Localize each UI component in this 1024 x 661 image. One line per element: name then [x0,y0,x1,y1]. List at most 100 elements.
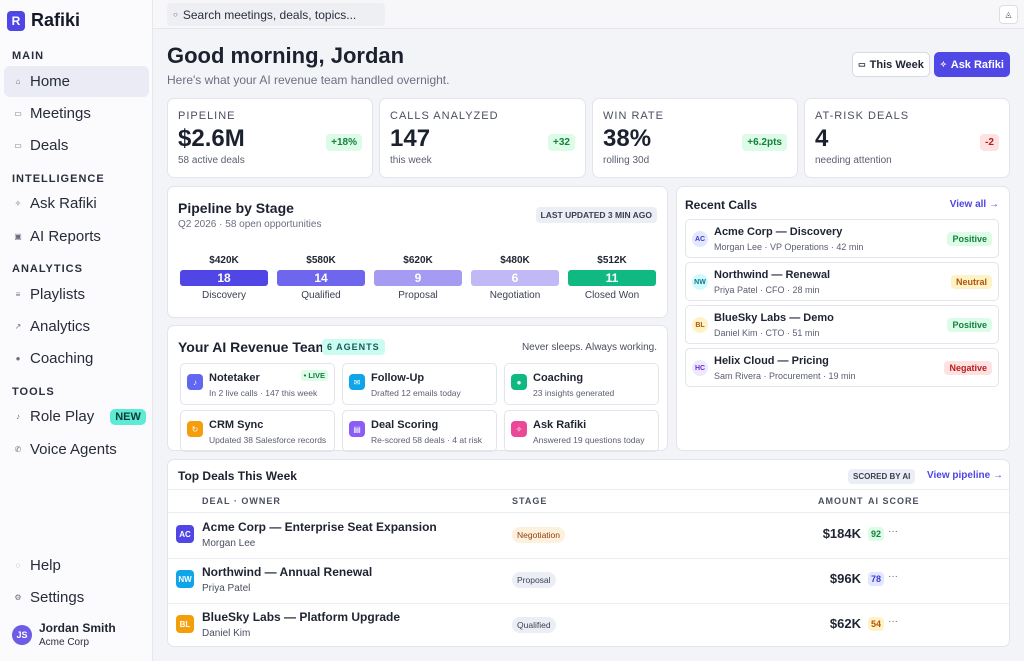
view-pipeline-link[interactable]: View pipeline → [927,470,1003,481]
trend-icon: ↗ [14,322,22,331]
call-meta: Sam Rivera · Procurement · 19 min [714,371,856,381]
kpi-label: CALLS ANALYZED [390,110,499,122]
sidebar-item-label: AI Reports [30,228,101,245]
agent-card[interactable]: ● Coaching 23 insights generated [504,363,659,405]
agent-card[interactable]: ✧ Ask Rafiki Answered 19 questions today [504,410,659,452]
agent-name: Ask Rafiki [533,419,587,431]
sidebar-item-label: Settings [30,589,85,606]
more-icon[interactable]: ··· [888,616,898,627]
deal-name: Acme Corp — Enterprise Seat Expansion [202,520,437,534]
ask-rafiki-label: Ask Rafiki [950,58,1004,71]
stage-bar: 14 [277,270,365,286]
stage-bar: 9 [374,270,462,286]
sidebar-item-home[interactable]: ⌂ Home [4,66,149,97]
agent-description: Answered 19 questions today [533,435,645,445]
search-placeholder: Search meetings, deals, topics... [182,7,357,22]
company-avatar: NW [176,570,194,588]
call-meta: Priya Patel · CFO · 28 min [714,285,820,295]
call-item[interactable]: AC Acme Corp — Discovery Morgan Lee · VP O… [685,219,999,258]
sentiment-badge: Negative [944,361,992,375]
sidebar-item-role-play[interactable]: ♪ Role Play NEW [4,401,149,432]
stage-amount: $580K [306,255,336,266]
more-icon[interactable]: ··· [888,526,898,537]
call-item[interactable]: NW Northwind — Renewal Priya Patel · CFO ·… [685,262,999,301]
column-header-amount: AMOUNT [818,496,864,506]
sidebar-item-ai-reports[interactable]: ▣ AI Reports [4,221,149,252]
column-header-stage: STAGE [512,496,548,506]
sidebar-item-help[interactable]: ◌ Help [4,550,149,581]
sidebar-item-voice-agents[interactable]: ✆ Voice Agents [4,434,149,465]
agent-card[interactable]: ♪ Notetaker In 2 live calls · 147 this wee… [180,363,335,405]
pipeline-card: Pipeline by Stage Q2 2026 · 58 open oppo… [167,186,668,318]
kpi-label: WIN RATE [603,110,664,122]
stage-bar: 11 [568,270,656,286]
view-all-link[interactable]: View all → [949,199,999,210]
call-meta: Daniel Kim · CTO · 51 min [714,328,820,338]
pipeline-stage[interactable]: $420K 18 Discovery [180,255,268,301]
agent-name: Coaching [533,372,584,384]
section-main: MAIN [12,50,45,62]
bell-icon[interactable]: ◬ [999,5,1018,24]
call-item[interactable]: BL BlueSky Labs — Demo Daniel Kim · CTO · … [685,305,999,344]
agents-title: Your AI Revenue Team [178,339,328,355]
sidebar-item-settings[interactable]: ⚙ Settings [4,582,149,613]
kpi-caption: needing attention [815,155,892,166]
this-week-button[interactable]: ▭ This Week [852,52,930,77]
agents-tagline: Never sleeps. Always working. [521,342,657,353]
sidebar-item-meetings[interactable]: ▭ Meetings [4,98,149,129]
chart-icon: ▤ [349,421,365,437]
agent-name: Follow-Up [371,372,425,384]
user-profile[interactable]: JS Jordan Smith Acme Corp [12,621,116,648]
kpi-card-pipeline[interactable]: PIPELINE $2.6M 58 active deals +18% [167,98,373,178]
sentiment-badge: Positive [947,232,992,246]
agent-card[interactable]: ↻ CRM Sync Updated 38 Salesforce records [180,410,335,452]
call-meta: Morgan Lee · VP Operations · 42 min [714,242,864,252]
pipeline-stage[interactable]: $580K 14 Qualified [277,255,365,301]
agent-card[interactable]: ✉ Follow-Up Drafted 12 emails today [342,363,497,405]
call-item[interactable]: HC Helix Cloud — Pricing Sam Rivera · Proc… [685,348,999,387]
search-input[interactable]: ○ Search meetings, deals, topics... [167,3,385,26]
company-avatar: AC [176,525,194,543]
pipeline-stage[interactable]: $620K 9 Proposal [374,255,462,301]
ask-rafiki-button[interactable]: ✧ Ask Rafiki [934,52,1010,77]
more-icon[interactable]: ··· [888,571,898,582]
company-avatar: BL [176,615,194,633]
kpi-card-win-rate[interactable]: WIN RATE 38% rolling 30d +6.2pts [592,98,798,178]
sidebar-item-ask-rafiki[interactable]: ✧ Ask Rafiki [4,188,149,219]
stage-name: Proposal [398,290,438,301]
agent-name: Deal Scoring [371,419,439,431]
sidebar-item-playlists[interactable]: ≡ Playlists [4,279,149,310]
agent-name: CRM Sync [209,419,264,431]
pipeline-stage[interactable]: $480K 6 Negotiation [471,255,559,301]
agent-description: Drafted 12 emails today [371,388,461,398]
report-icon: ▣ [14,232,22,241]
phone-icon: ✆ [14,445,22,454]
kpi-caption: 58 active deals [178,155,245,166]
kpi-value: 147 [390,125,431,152]
app-logo[interactable]: R Rafiki [7,10,80,31]
table-row[interactable]: NW Northwind — Annual Renewal Priya Patel P… [168,558,1009,603]
kpi-card-calls[interactable]: CALLS ANALYZED 147 this week +32 [379,98,586,178]
pipeline-stage[interactable]: $512K 11 Closed Won [568,255,656,301]
stage-name: Negotiation [489,290,541,301]
column-header-deal: DEAL · OWNER [202,496,281,506]
agent-card[interactable]: ▤ Deal Scoring Re-scored 58 deals · 4 at r… [342,410,497,452]
kpi-card-at-risk[interactable]: AT-RISK DEALS 4 needing attention -2 [804,98,1010,178]
ai-score-badge: 92 [868,527,885,541]
section-intelligence: INTELLIGENCE [12,173,105,185]
search-icon: ○ [173,10,178,19]
call-title: Helix Cloud — Pricing [714,355,829,367]
call-title: BlueSky Labs — Demo [714,312,834,324]
new-badge: NEW [110,408,146,425]
deal-amount: $96K [829,571,861,586]
mic-icon: ♪ [187,374,203,390]
sidebar-item-label: Voice Agents [30,441,117,458]
table-row[interactable]: AC Acme Corp — Enterprise Seat Expansion M… [168,513,1009,558]
page-subtitle: Here's what your AI revenue team handled… [167,73,450,87]
sidebar-item-label: Home [30,73,71,90]
sidebar-item-coaching[interactable]: ● Coaching [4,343,149,374]
sidebar-item-analytics[interactable]: ↗ Analytics [4,311,149,342]
table-row[interactable]: BL BlueSky Labs — Platform Upgrade Daniel … [168,603,1009,646]
help-icon: ◌ [15,561,21,570]
sidebar-item-deals[interactable]: ▭ Deals [4,130,149,161]
